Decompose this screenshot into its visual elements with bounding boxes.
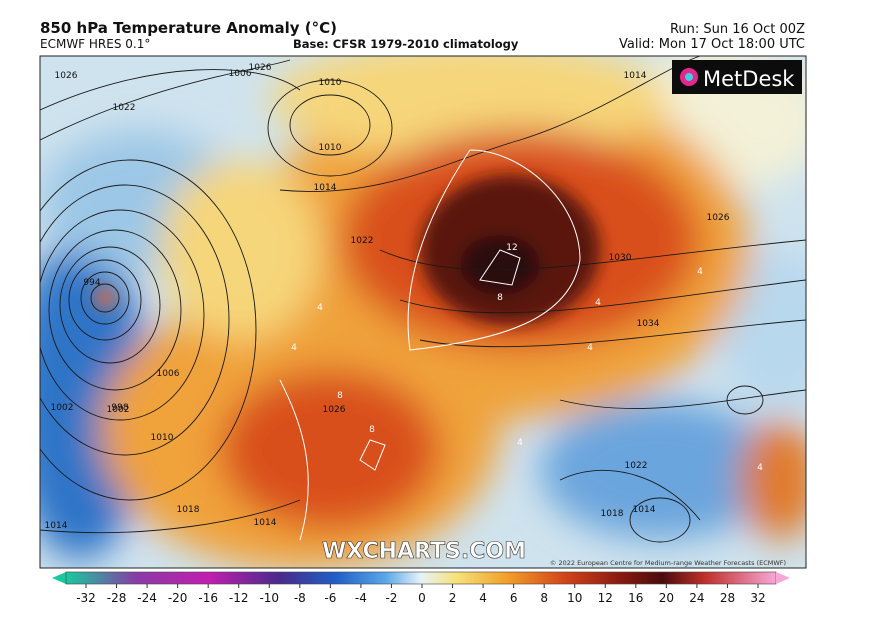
colorbar-tick-label: 28 bbox=[720, 591, 735, 605]
colorbar-tick-label: 12 bbox=[598, 591, 613, 605]
isobar-label: 1014 bbox=[624, 71, 647, 81]
colorbar-tick-label: -8 bbox=[294, 591, 306, 605]
isobar-label: 1018 bbox=[177, 505, 200, 515]
colorbar bbox=[65, 571, 777, 585]
colorbar-tick-label: 16 bbox=[628, 591, 643, 605]
isobar-label: 1030 bbox=[609, 253, 632, 263]
colorbar-tick-label: -10 bbox=[259, 591, 279, 605]
colorbar-tick-label: -24 bbox=[137, 591, 157, 605]
logo: MetDesk bbox=[703, 67, 795, 91]
isobar-label: 1010 bbox=[319, 143, 342, 153]
colorbar-tick-label: -20 bbox=[168, 591, 188, 605]
isobar-label: 1034 bbox=[637, 319, 660, 329]
colorbar-tick-label: 0 bbox=[418, 591, 426, 605]
anomaly-label: 4 bbox=[757, 463, 763, 473]
isobar-label: 1010 bbox=[319, 78, 342, 88]
colorbar-tick-label: 2 bbox=[449, 591, 457, 605]
anomaly-label: 8 bbox=[369, 425, 375, 435]
anomaly-label: 4 bbox=[587, 343, 593, 353]
isobar-label: 1014 bbox=[314, 183, 337, 193]
watermark: WXCHARTS.COM bbox=[322, 539, 526, 564]
model-label: ECMWF HRES 0.1° bbox=[40, 37, 150, 51]
colorbar-tick-label: 32 bbox=[750, 591, 765, 605]
isobar-label: 1026 bbox=[55, 71, 78, 81]
colorbar-tick-label: -12 bbox=[229, 591, 249, 605]
isobar-label: 1002 bbox=[107, 405, 130, 415]
colorbar-tick-label: -16 bbox=[198, 591, 218, 605]
anomaly-label: 12 bbox=[506, 243, 517, 253]
isobar-label: 1026 bbox=[707, 213, 730, 223]
isobar-label: 998 bbox=[111, 403, 128, 413]
anomaly-label: 8 bbox=[337, 391, 343, 401]
isobar-label: 1022 bbox=[625, 461, 648, 471]
colorbar-tick-label: 20 bbox=[659, 591, 674, 605]
colorbar-tick-label: 10 bbox=[567, 591, 582, 605]
isobar-label: 1002 bbox=[51, 403, 74, 413]
anomaly-label: 4 bbox=[317, 303, 323, 313]
isobar-label: 1014 bbox=[45, 521, 68, 531]
isobar-label: 1026 bbox=[249, 63, 272, 73]
colorbar-tick-label: -4 bbox=[355, 591, 367, 605]
anomaly-label: 4 bbox=[291, 343, 297, 353]
isobar-label: 1006 bbox=[229, 69, 252, 79]
anomaly-label: 4 bbox=[697, 267, 703, 277]
anomaly-label: 8 bbox=[497, 293, 503, 303]
colorbar-tick-label: -2 bbox=[385, 591, 397, 605]
copyright: © 2022 European Centre for Medium-range … bbox=[550, 559, 786, 567]
map-area: MetDesk WXCHARTS.COM © 2022 European Cen… bbox=[40, 56, 806, 568]
isobar-label: 1026 bbox=[323, 405, 346, 415]
isobar-label: 994 bbox=[83, 278, 100, 288]
colorbar-tick-label: 6 bbox=[510, 591, 518, 605]
map-title: 850 hPa Temperature Anomaly (°C) bbox=[40, 19, 337, 37]
isobar-label: 1014 bbox=[254, 518, 277, 528]
isobar-label: 1014 bbox=[633, 505, 656, 515]
valid-label: Valid: Mon 17 Oct 18:00 UTC bbox=[619, 37, 805, 52]
colorbar-tick-label: 4 bbox=[479, 591, 487, 605]
colorbar-tick-label: -28 bbox=[107, 591, 127, 605]
colorbar-tick-label: -32 bbox=[76, 591, 96, 605]
anomaly-label: 4 bbox=[517, 438, 523, 448]
colorbar-tick-label: -6 bbox=[324, 591, 336, 605]
base-label: Base: CFSR 1979-2010 climatology bbox=[293, 37, 519, 51]
anomaly-label: 4 bbox=[595, 298, 601, 308]
isobar-label: 1006 bbox=[157, 369, 180, 379]
run-label: Run: Sun 16 Oct 00Z bbox=[670, 22, 805, 37]
isobar-label: 1022 bbox=[351, 236, 374, 246]
colorbar-tick-label: 24 bbox=[689, 591, 704, 605]
isobar-label: 1010 bbox=[151, 433, 174, 443]
isobar-label: 1018 bbox=[601, 509, 624, 519]
colorbar-tick-label: 8 bbox=[540, 591, 548, 605]
isobar-label: 1022 bbox=[113, 103, 136, 113]
